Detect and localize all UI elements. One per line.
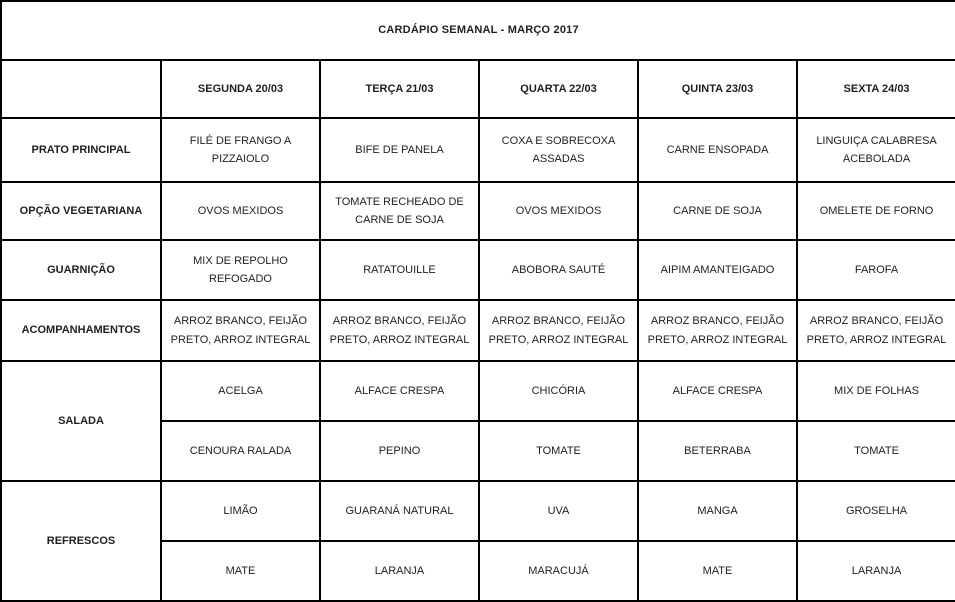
menu-cell: OMELETE DE FORNO: [795, 181, 955, 241]
menu-cell: ARROZ BRANCO, FEIJÃO PRETO, ARROZ INTEGR…: [160, 299, 321, 362]
menu-cell: ARROZ BRANCO, FEIJÃO PRETO, ARROZ INTEGR…: [795, 299, 955, 362]
row-prato-principal: PRATO PRINCIPAL FILÉ DE FRANGO A PIZZAIO…: [0, 117, 955, 183]
row-opcao-vegetariana: OPÇÃO VEGETARIANA OVOS MEXIDOS TOMATE RE…: [0, 181, 955, 241]
row-label-salada: SALADA: [0, 360, 162, 482]
row-salada-1: SALADA ACELGA ALFACE CRESPA CHICÓRIA ALF…: [0, 360, 955, 482]
row-label-prato-principal: PRATO PRINCIPAL: [0, 117, 162, 183]
menu-cell: ACELGA: [160, 360, 321, 422]
row-guarnicao: GUARNIÇÃO MIX DE REPOLHO REFOGADO RATATO…: [0, 239, 955, 301]
menu-cell: LIMÃO: [160, 480, 321, 542]
menu-cell: TOMATE: [795, 420, 955, 482]
menu-cell: ALFACE CRESPA: [637, 360, 798, 422]
menu-cell: COXA E SOBRECOXA ASSADAS: [478, 117, 639, 183]
menu-cell: CENOURA RALADA: [160, 420, 321, 482]
menu-cell: RATATOUILLE: [319, 239, 480, 301]
menu-cell: OVOS MEXIDOS: [478, 181, 639, 241]
menu-cell: MATE: [637, 540, 798, 602]
row-label-opcao-vegetariana: OPÇÃO VEGETARIANA: [0, 181, 162, 241]
menu-cell: ALFACE CRESPA: [319, 360, 480, 422]
title-row: CARDÁPIO SEMANAL - MARÇO 2017: [0, 0, 955, 61]
menu-cell: BETERRABA: [637, 420, 798, 482]
row-refrescos-1: REFRESCOS LIMÃO GUARANÁ NATURAL UVA MANG…: [0, 480, 955, 602]
menu-cell: ARROZ BRANCO, FEIJÃO PRETO, ARROZ INTEGR…: [478, 299, 639, 362]
menu-cell: ARROZ BRANCO, FEIJÃO PRETO, ARROZ INTEGR…: [319, 299, 480, 362]
header-row: SEGUNDA 20/03 TERÇA 21/03 QUARTA 22/03 Q…: [0, 59, 955, 119]
menu-cell: BIFE DE PANELA: [319, 117, 480, 183]
menu-cell: GUARANÁ NATURAL: [319, 480, 480, 542]
menu-cell: OVOS MEXIDOS: [160, 181, 321, 241]
menu-cell: TOMATE: [478, 420, 639, 482]
menu-cell: PEPINO: [319, 420, 480, 482]
menu-cell: FAROFA: [795, 239, 955, 301]
menu-cell: CARNE ENSOPADA: [637, 117, 798, 183]
menu-cell: MATE: [160, 540, 321, 602]
column-header-quinta: QUINTA 23/03: [637, 59, 798, 119]
row-acompanhamentos: ACOMPANHAMENTOS ARROZ BRANCO, FEIJÃO PRE…: [0, 299, 955, 362]
menu-cell: TOMATE RECHEADO DE CARNE DE SOJA: [319, 181, 480, 241]
row-label-acompanhamentos: ACOMPANHAMENTOS: [0, 299, 162, 362]
menu-cell: UVA: [478, 480, 639, 542]
menu-cell: MARACUJÁ: [478, 540, 639, 602]
menu-cell: LARANJA: [319, 540, 480, 602]
row-label-refrescos: REFRESCOS: [0, 480, 162, 602]
menu-cell: ABOBORA SAUTÉ: [478, 239, 639, 301]
menu-cell: CHICÓRIA: [478, 360, 639, 422]
menu-cell: LINGUIÇA CALABRESA ACEBOLADA: [795, 117, 955, 183]
column-header-quarta: QUARTA 22/03: [478, 59, 639, 119]
menu-cell: AIPIM AMANTEIGADO: [637, 239, 798, 301]
row-label-guarnicao: GUARNIÇÃO: [0, 239, 162, 301]
menu-cell: LARANJA: [795, 540, 955, 602]
page-title: CARDÁPIO SEMANAL - MARÇO 2017: [0, 0, 955, 61]
menu-cell: ARROZ BRANCO, FEIJÃO PRETO, ARROZ INTEGR…: [637, 299, 798, 362]
column-header-segunda: SEGUNDA 20/03: [160, 59, 321, 119]
menu-cell: GROSELHA: [795, 480, 955, 542]
column-header-terca: TERÇA 21/03: [319, 59, 480, 119]
menu-cell: MANGA: [637, 480, 798, 542]
row-refrescos-2: MATE LARANJA MARACUJÁ MATE LARANJA: [1, 540, 955, 602]
row-salada-2: CENOURA RALADA PEPINO TOMATE BETERRABA T…: [1, 420, 955, 482]
menu-cell: MIX DE REPOLHO REFOGADO: [160, 239, 321, 301]
menu-cell: FILÉ DE FRANGO A PIZZAIOLO: [160, 117, 321, 183]
corner-cell: [0, 59, 162, 119]
menu-cell: MIX DE FOLHAS: [795, 360, 955, 422]
column-header-sexta: SEXTA 24/03: [795, 59, 955, 119]
menu-cell: CARNE DE SOJA: [637, 181, 798, 241]
